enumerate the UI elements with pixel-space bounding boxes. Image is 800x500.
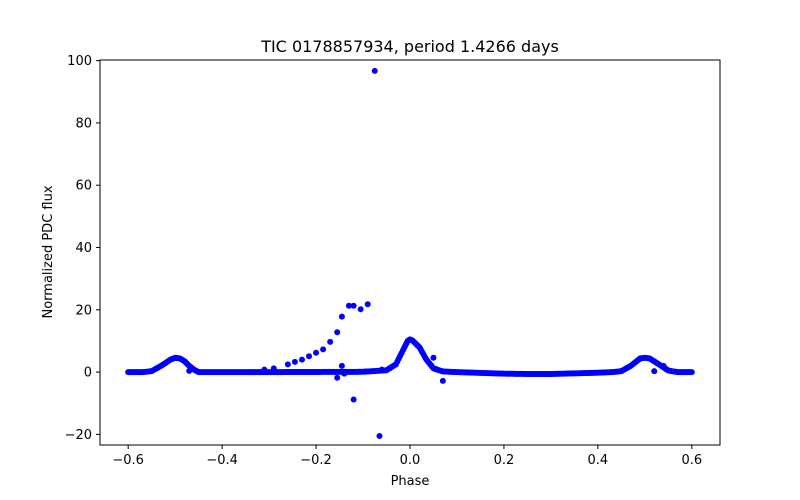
outlier-point — [357, 306, 364, 313]
y-tick-label: 60 — [75, 179, 92, 194]
outlier-point — [334, 374, 341, 381]
outlier-point — [651, 368, 658, 375]
outlier-point — [341, 370, 348, 377]
outlier-point — [261, 366, 268, 373]
y-tick-label: 20 — [75, 303, 92, 318]
y-tick-label: 80 — [75, 116, 92, 131]
y-tick-label: 40 — [75, 241, 92, 256]
x-tick-label: −0.4 — [206, 453, 238, 468]
outlier-point — [428, 362, 435, 369]
y-axis-label: Normalized PDC flux — [41, 185, 56, 318]
outlier-point — [350, 302, 357, 309]
outlier-point — [345, 302, 352, 309]
y-tick-label: 100 — [67, 54, 92, 69]
outlier-point — [270, 365, 277, 372]
outlier-point — [320, 346, 327, 353]
outlier-point — [430, 354, 437, 361]
outlier-point — [350, 396, 357, 403]
outlier-point — [313, 349, 320, 356]
outlier-point — [432, 366, 439, 372]
outlier-point — [338, 313, 345, 320]
y-tick-label: 0 — [84, 366, 92, 381]
outlier-point — [371, 67, 378, 74]
outlier-point — [306, 353, 313, 360]
chart-title: TIC 0178857934, period 1.4266 days — [260, 37, 559, 56]
outlier-point — [327, 338, 334, 345]
curve-point — [688, 369, 695, 376]
outlier-point — [291, 358, 298, 365]
x-tick-label: −0.2 — [300, 453, 332, 468]
outlier-point — [378, 366, 385, 373]
outlier-point — [376, 432, 383, 439]
outlier-point — [364, 301, 371, 308]
x-tick-label: −0.6 — [112, 453, 144, 468]
x-tick-label: 0.2 — [494, 453, 515, 468]
x-tick-label: 0.0 — [400, 453, 421, 468]
outlier-point — [186, 367, 193, 374]
outlier-point — [334, 329, 341, 336]
x-tick-label: 0.6 — [681, 453, 702, 468]
x-tick-label: 0.4 — [588, 453, 609, 468]
outlier-point — [362, 368, 369, 375]
y-tick-label: −20 — [65, 428, 92, 443]
x-axis-ticks: −0.6 −0.4 −0.2 0.0 0.2 0.4 0.6 — [112, 445, 702, 468]
outlier-point — [298, 356, 305, 363]
outlier-point — [338, 362, 345, 369]
outlier-point — [284, 361, 291, 368]
y-axis-ticks: −20 0 20 40 60 80 100 — [65, 54, 100, 443]
x-axis-label: Phase — [391, 474, 430, 489]
outlier-point — [660, 362, 667, 369]
data-points — [125, 67, 695, 439]
outlier-point — [439, 377, 446, 384]
